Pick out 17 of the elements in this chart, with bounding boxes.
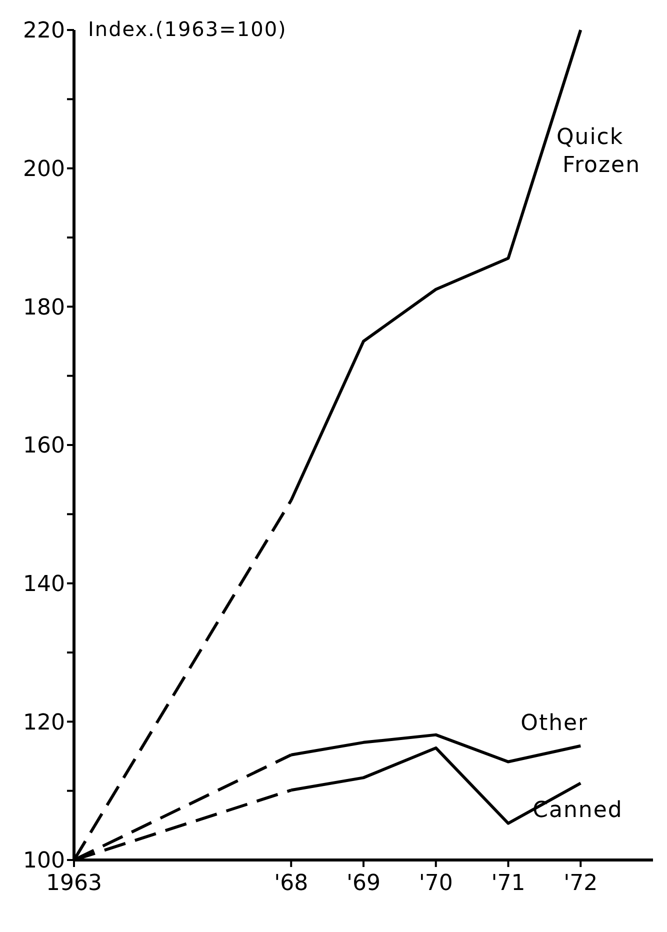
x-tick-label: '69	[346, 871, 381, 896]
y-tick-label: 100	[23, 848, 65, 874]
y-axis-title: Index.(1963=100)	[88, 17, 287, 41]
y-tick-label: 220	[23, 18, 65, 44]
y-tick-label: 120	[23, 710, 65, 736]
x-tick-label: 1963	[46, 871, 102, 896]
x-tick-label: '72	[564, 871, 598, 896]
x-tick-label: '70	[418, 871, 453, 896]
series-label: Other	[520, 710, 588, 736]
y-tick-label: 140	[23, 572, 65, 598]
x-tick-label: '68	[274, 871, 308, 896]
series-label: Canned	[532, 798, 623, 824]
y-tick-label: 180	[23, 295, 65, 320]
x-tick-label: '71	[491, 871, 526, 896]
series-label: Quick Frozen	[556, 125, 641, 178]
y-tick-label: 160	[23, 434, 65, 459]
y-tick-label: 200	[23, 157, 65, 182]
